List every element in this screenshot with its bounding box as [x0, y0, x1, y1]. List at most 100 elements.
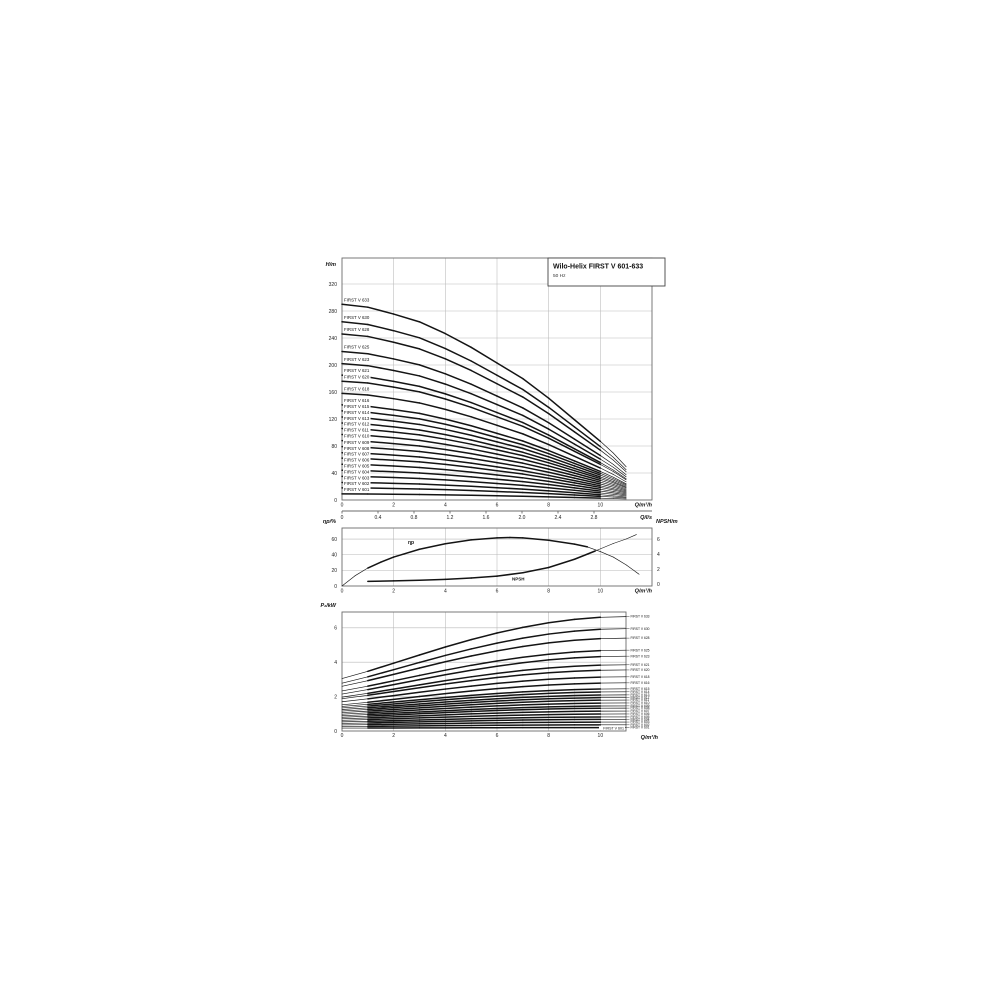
pump-head-curve	[573, 443, 602, 460]
pump-head-curve	[367, 428, 395, 433]
pump-power-curve	[341, 707, 369, 710]
pump-curve-label-bg	[343, 450, 371, 457]
pump-head-curve	[392, 471, 421, 474]
pump-power-curve	[547, 665, 576, 669]
pump-power-curve	[392, 703, 421, 707]
pump-head-curve	[522, 458, 550, 467]
pump-head-curve	[470, 416, 498, 427]
pump-power-curve	[444, 679, 472, 685]
power-inner-label: FIRST V 601	[603, 727, 624, 731]
pump-head-curve	[392, 380, 421, 388]
pump-power-label: FIRST V 623	[631, 654, 650, 658]
pump-head-curve	[470, 425, 498, 435]
pump-head-curve	[547, 428, 576, 445]
pump-power-label: FIRST V 608	[631, 706, 650, 710]
pump-power-curve	[367, 683, 395, 691]
pump-curve-label: FIRST V 607	[344, 451, 370, 456]
pump-power-curve	[418, 679, 447, 686]
pump-head-curve	[547, 483, 576, 489]
pump-power-curve	[418, 709, 447, 713]
pump-power-curve	[444, 708, 472, 712]
pump-head-curve	[522, 484, 550, 489]
pump-head-curve	[444, 358, 472, 372]
pump-head-curve	[367, 446, 395, 451]
pump-head-curve	[522, 491, 550, 495]
pump-power-curve	[522, 678, 550, 682]
npsh-curve	[612, 538, 627, 544]
pump-head-curve	[600, 490, 614, 494]
pump-curve-label-bg	[343, 314, 371, 320]
pump-head-curve	[496, 432, 524, 442]
pump-head-curve	[600, 487, 614, 491]
pump-power-curve	[600, 628, 627, 630]
pump-head-curve	[573, 484, 602, 491]
pump-power-curve	[547, 618, 576, 624]
npsh-curve	[625, 534, 637, 540]
pump-head-curve	[600, 496, 614, 498]
header-box: Wilo-Helix FIRST V 601-633 50 Hz	[547, 257, 666, 287]
pump-head-curve	[600, 480, 614, 485]
pump-head-curve	[547, 412, 576, 433]
ls-axis-tick-label: 0	[341, 515, 344, 521]
pump-head-curve	[341, 321, 369, 326]
pump-power-curve	[367, 673, 395, 682]
pump-curve-label: FIRST V 606	[344, 457, 370, 462]
efficiency-curve	[379, 556, 395, 563]
efficiency-curve	[367, 561, 382, 569]
pump-curve-label-bg	[343, 468, 371, 475]
pump-head-curve	[612, 495, 627, 498]
pump-head-curve	[600, 462, 614, 471]
pump-curve-label-bg	[343, 373, 371, 380]
npsh-curve-label: NPSH	[512, 577, 525, 582]
figure-frequency: 50 Hz	[553, 273, 566, 279]
pump-head-curve	[367, 481, 395, 485]
power-x-tick-label: 2	[392, 733, 395, 739]
pump-head-curve	[392, 341, 421, 350]
pump-power-curve	[341, 670, 369, 679]
pump-curve-label-bg	[343, 409, 371, 416]
pump-head-curve	[367, 469, 395, 473]
pump-head-curve	[444, 408, 472, 418]
pump-head-curve	[547, 492, 576, 496]
pump-power-curve	[392, 709, 421, 713]
pump-power-curve	[392, 705, 421, 709]
pump-curve-label-bg	[343, 456, 371, 463]
pump-head-curve	[496, 469, 524, 475]
pump-power-curve	[496, 708, 524, 712]
power-y-tick-label: 6	[334, 626, 337, 632]
head-y-tick-label: 200	[329, 363, 338, 369]
pump-power-curve	[444, 676, 472, 682]
pump-head-curve	[444, 474, 472, 478]
pump-power-curve	[367, 701, 395, 706]
pump-head-curve	[547, 456, 576, 467]
pump-head-curve	[522, 414, 550, 430]
pump-head-curve	[522, 377, 550, 399]
pump-head-curve	[547, 474, 576, 482]
pump-head-curve	[522, 477, 550, 483]
pump-power-curve	[470, 712, 498, 715]
pump-power-label: FIRST V 602	[631, 723, 650, 727]
pump-power-curve	[470, 687, 498, 692]
pump-head-curve	[418, 418, 447, 426]
pump-head-curve	[418, 456, 447, 461]
ls-axis-tick-label: 0.8	[411, 515, 418, 521]
pump-power-curve	[573, 655, 602, 659]
pump-power-curve	[444, 699, 472, 703]
pump-head-curve	[522, 447, 550, 458]
pump-power-curve	[444, 685, 472, 690]
pump-head-curve	[547, 480, 576, 487]
pump-power-curve	[392, 691, 421, 697]
pump-head-curve	[573, 472, 602, 482]
pump-power-curve	[496, 706, 524, 710]
npsh-curve	[547, 558, 576, 569]
npsh-axis-unit-label: NPSH/m	[656, 519, 678, 525]
pump-head-curve	[522, 466, 550, 474]
pump-head-curve	[470, 401, 498, 414]
pump-curve-label: FIRST V 621	[344, 368, 370, 373]
pump-power-curve	[418, 716, 447, 719]
pump-power-curve	[392, 667, 421, 676]
pump-head-curve	[522, 444, 550, 455]
pump-head-curve	[547, 468, 576, 477]
head-x-tick-label: 8	[547, 503, 550, 509]
power-x-tick-label: 4	[444, 733, 447, 739]
